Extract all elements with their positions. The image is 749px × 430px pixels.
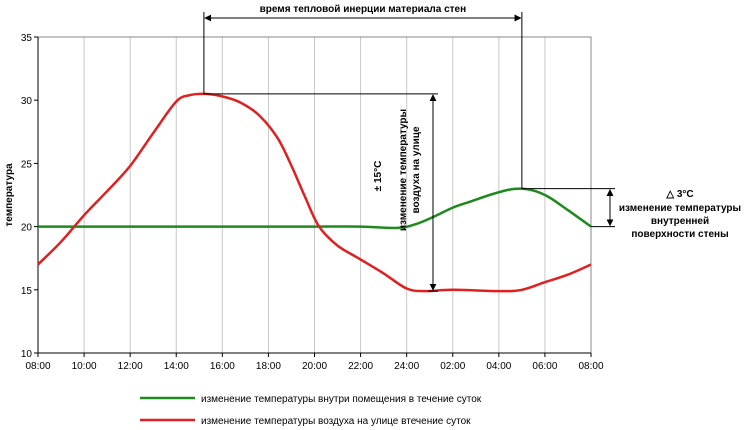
x-tick-label: 04:00 [486,361,511,372]
indoor-temperature-series [38,187,592,230]
x-tick-label: 14:00 [164,361,189,372]
series-layer [37,92,592,293]
annotation-layer: время тепловой инерции материала стен ± 1… [203,4,741,292]
y-tick-label: 30 [21,96,33,107]
y-tick-label: 10 [21,349,33,360]
x-tick-label: 22:00 [348,361,373,372]
outdoor-label-line2: воздуха на улице [411,126,422,213]
grid-layer [83,37,592,353]
y-tick-label: 15 [21,286,33,297]
x-tick-label: 18:00 [256,361,281,372]
x-tick-label: 08:00 [578,361,603,372]
legend: изменение температуры внутри помещения в… [140,394,482,427]
indoor-label-line: изменение температуры [619,203,741,214]
y-tick-label: 35 [21,33,33,44]
outdoor-delta-label: ± 15°С [373,161,384,192]
x-tick-label: 24:00 [394,361,419,372]
outdoor-label-line1: изменение температуры [398,109,409,231]
y-tick-label: 20 [21,223,33,234]
indoor-delta-label: △ 3°С [665,189,693,200]
x-tick-label: 08:00 [25,361,50,372]
indoor-label-line: поверхности стены [631,229,728,240]
y-axis-label: температура [4,163,15,227]
x-tick-label: 12:00 [118,361,143,372]
axis-layer: 10 15 20 25 30 35 08:00 10:00 12:00 14:00 16:00 18:… [4,33,604,372]
x-tick-label: 10:00 [72,361,97,372]
outdoor-temperature-series [37,92,592,293]
x-tick-label: 16:00 [210,361,235,372]
indoor-label-line: внутренней [651,216,709,227]
y-tick-label: 25 [21,159,33,170]
legend-label-outdoor: изменение температуры воздуха на улице в… [201,416,471,427]
x-tick-label: 06:00 [532,361,557,372]
legend-label-indoor: изменение температуры внутри помещения в… [201,394,482,405]
x-tick-label: 20:00 [302,361,327,372]
inertia-label: время тепловой инерции материала стен [260,4,467,15]
x-tick-label: 02:00 [440,361,465,372]
